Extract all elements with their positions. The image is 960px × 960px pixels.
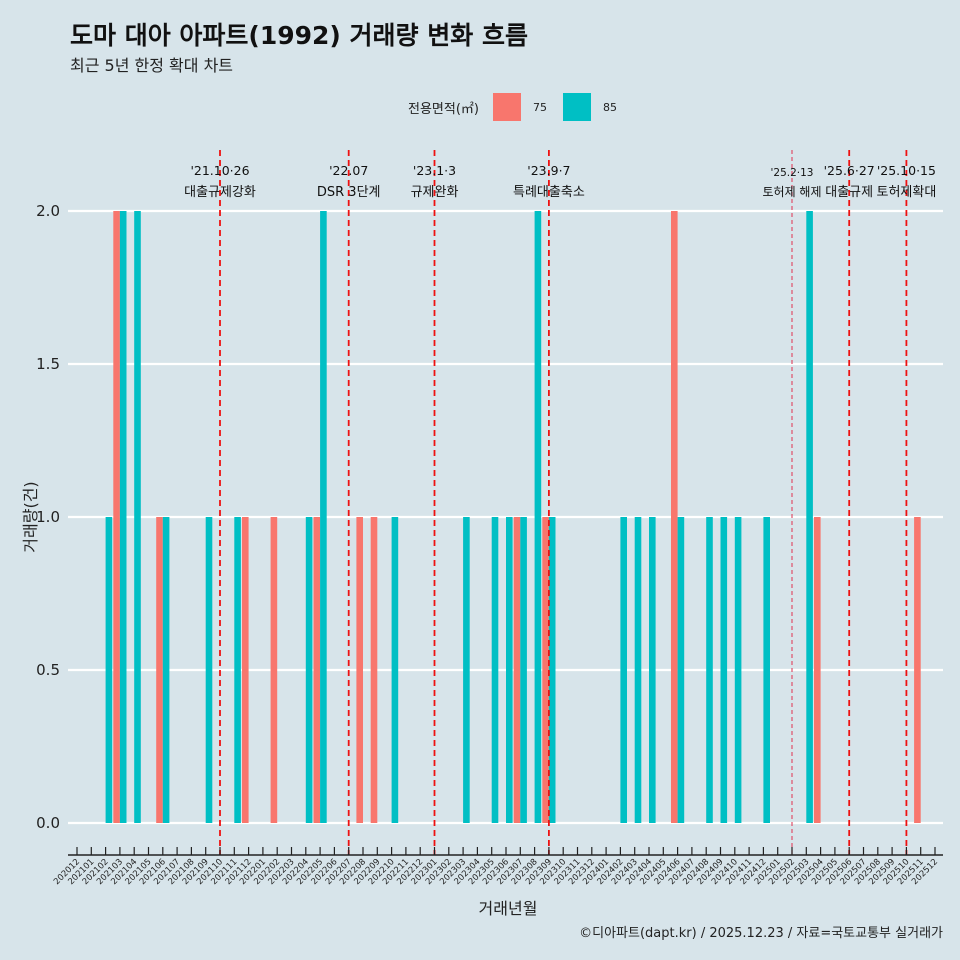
bar-85-202402 <box>620 517 627 823</box>
bar-75-202202 <box>270 517 278 823</box>
bar-85-202205 <box>320 211 327 823</box>
bar-85-202305 <box>491 517 499 823</box>
event-label: 토허제 해제 <box>762 185 821 199</box>
legend-key-75 <box>492 93 521 121</box>
bar-85-202210 <box>391 517 399 823</box>
x-axis-title: 거래년월 <box>479 899 538 918</box>
legend: 전용면적(㎡) 75 85 <box>408 93 623 121</box>
bar-85-202104 <box>134 211 141 823</box>
bar-85-202106 <box>162 517 170 823</box>
bar-75-202209 <box>370 517 378 823</box>
y-tick-label: 0.5 <box>36 661 60 679</box>
event-label: 대출규제강화 <box>184 185 256 200</box>
y-tick-label: 0.0 <box>36 814 60 832</box>
bar-75-202208 <box>356 517 363 823</box>
event-label: 규제완화 <box>411 185 459 200</box>
bar-75-202106 <box>156 517 163 823</box>
event-date: '25.10·15 <box>877 163 936 178</box>
bar-85-202410 <box>734 517 742 823</box>
event-label: 특례대출축소 <box>513 185 585 200</box>
caption: ©디아파트(dapt.kr) / 2025.12.23 / 자료=국토교통부 실… <box>579 926 943 941</box>
bar-75-202307 <box>513 517 521 823</box>
event-date: '21.10·26 <box>190 163 249 178</box>
y-axis-title: 거래량(건) <box>21 481 40 552</box>
event-date: '22.07 <box>329 163 368 178</box>
bar-85-202102 <box>105 517 113 823</box>
bar-85-202403 <box>634 517 642 823</box>
chart-subtitle: 최근 5년 한정 확대 차트 <box>70 56 234 75</box>
y-tick-label: 1.5 <box>36 355 60 373</box>
event-label: 토허제확대 <box>876 185 936 200</box>
bar-85-202103 <box>119 211 127 823</box>
legend-label-85: 85 <box>602 100 617 114</box>
bar-85-202109 <box>205 517 213 823</box>
event-date: '25.6·27 <box>824 163 875 178</box>
bar-75-202511 <box>914 517 921 823</box>
event-date: '23.1·3 <box>413 163 456 178</box>
bar-85-202307 <box>520 517 527 823</box>
bar-85-202306 <box>506 517 513 823</box>
bar-85-202503 <box>806 211 813 823</box>
bar-85-202111 <box>234 517 241 823</box>
bar-85-202309 <box>548 517 556 823</box>
event-date: '23.9·7 <box>527 163 570 178</box>
bar-75-202205 <box>313 517 321 823</box>
bar-85-202409 <box>720 517 728 823</box>
bar-85-202204 <box>305 517 313 823</box>
bar-75-202103 <box>113 211 120 823</box>
legend-key-85 <box>562 93 591 121</box>
bar-85-202303 <box>463 517 470 823</box>
bar-75-202309 <box>542 517 549 823</box>
event-label: 대출규제 <box>825 185 873 200</box>
bar-85-202308 <box>534 211 542 823</box>
bar-75-202504 <box>814 517 821 823</box>
bar-75-202406 <box>671 211 678 823</box>
bar-75-202112 <box>242 517 249 823</box>
bar-85-202408 <box>706 517 713 823</box>
event-label: DSR 3단계 <box>317 185 381 200</box>
chart-title: 도마 대아 아파트(1992) 거래량 변화 흐름 <box>70 21 528 50</box>
event-date: '25.2·13 <box>771 167 814 179</box>
legend-title: 전용면적(㎡) <box>408 101 479 117</box>
bar-85-202406 <box>677 517 685 823</box>
bar-85-202412 <box>763 517 770 823</box>
y-tick-label: 2.0 <box>36 202 60 220</box>
legend-label-75: 75 <box>532 100 547 114</box>
y-tick-label: 1.0 <box>36 508 60 526</box>
bar-85-202404 <box>649 517 656 823</box>
